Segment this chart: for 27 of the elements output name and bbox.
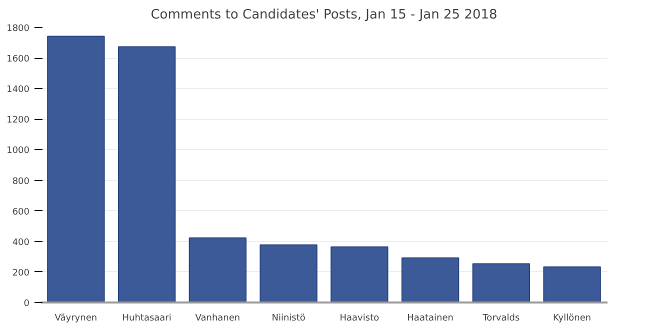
chart-title: Comments to Candidates' Posts, Jan 15 - Jan 25 2018 (150, 8, 498, 22)
bar (472, 263, 530, 302)
y-tick-label: 1200 (6, 116, 30, 126)
x-tick-label: Torvalds (482, 314, 520, 324)
bar (188, 237, 247, 302)
bar (543, 266, 601, 302)
y-tick-label: 1400 (6, 85, 30, 96)
x-tick-label: Kyllönen (553, 314, 592, 324)
x-tick-label: Haavisto (340, 314, 380, 324)
y-tick-label: 200 (12, 268, 30, 278)
bar (330, 246, 388, 302)
x-tick-label: Vanhanen (195, 314, 240, 324)
y-tick-label: 800 (12, 176, 30, 187)
y-tick-label: 0 (24, 299, 30, 309)
x-tick-label: Väyrynen (54, 314, 98, 324)
x-tick-label: Huhtasaari (122, 314, 172, 324)
y-tick-label: 400 (12, 238, 30, 248)
bar (47, 36, 105, 302)
x-tick-label: Haatainen (407, 314, 454, 324)
y-tick-label: 1600 (6, 54, 30, 65)
bar (401, 257, 460, 302)
bar (118, 46, 176, 302)
x-tick-label: Niinistö (272, 314, 306, 324)
y-tick-label: 1800 (6, 24, 30, 34)
y-tick-label: 1000 (6, 146, 30, 156)
y-tick-label: 600 (12, 207, 30, 218)
bar (260, 244, 318, 302)
